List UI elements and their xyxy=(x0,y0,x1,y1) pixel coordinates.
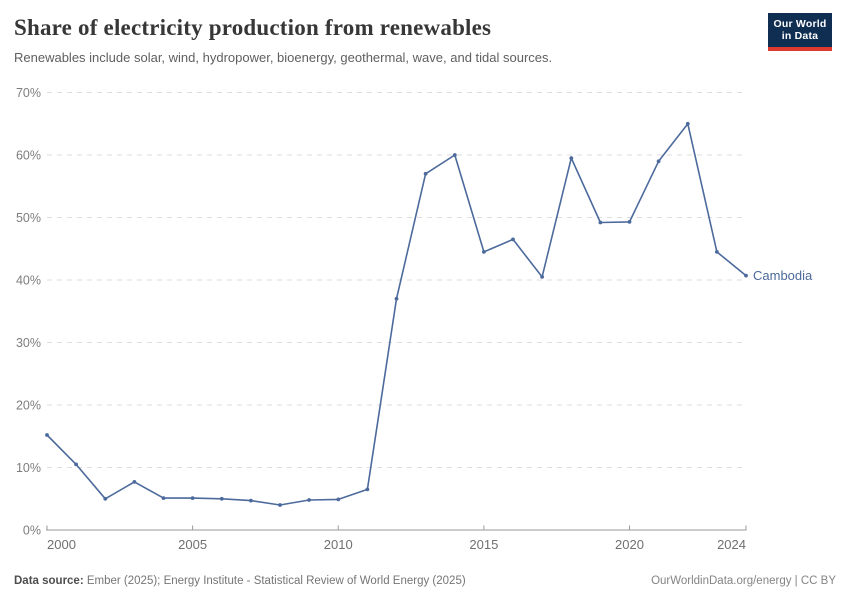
y-tick-label-0: 0% xyxy=(23,523,41,537)
data-point-2015[interactable] xyxy=(482,250,486,254)
y-gridlines xyxy=(47,92,746,468)
series-label-cambodia[interactable]: Cambodia xyxy=(753,268,813,283)
data-point-2014[interactable] xyxy=(452,153,457,157)
data-point-2023[interactable] xyxy=(715,250,719,254)
line-chart: 0% 10% 20% 30% 40% 50% 60% 70% 2000 2005 2010 2015… xyxy=(16,86,813,552)
x-tick-label-2010: 2010 xyxy=(324,537,353,552)
x-tick-label-2024: 2024 xyxy=(717,537,746,552)
data-point-2012[interactable] xyxy=(394,296,399,301)
data-point-2022[interactable] xyxy=(685,121,690,126)
data-point-2016[interactable] xyxy=(511,237,515,242)
data-source-label: Data source: xyxy=(14,575,84,587)
x-tick-label-2015: 2015 xyxy=(469,537,498,552)
data-source-text: Ember (2025); Energy Institute - Statist… xyxy=(83,575,466,587)
owid-logo-line2: in Data xyxy=(781,30,819,42)
data-series: Cambodia xyxy=(45,121,813,507)
data-point-2013[interactable] xyxy=(423,171,428,176)
data-source: Data source: Ember (2025); Energy Instit… xyxy=(14,574,466,588)
data-point-2000[interactable] xyxy=(45,433,49,437)
data-point-2024[interactable] xyxy=(744,273,748,278)
y-tick-label-30: 30% xyxy=(16,336,41,350)
chart-footer: Data source: Ember (2025); Energy Instit… xyxy=(14,574,836,588)
data-point-2002[interactable] xyxy=(103,496,108,501)
data-point-2021[interactable] xyxy=(656,159,661,164)
x-axis: 2000 2005 2010 2015 2020 2024 xyxy=(46,525,747,552)
y-tick-label-70: 70% xyxy=(16,86,41,100)
data-point-2003[interactable] xyxy=(132,480,137,484)
line-series-cambodia[interactable] xyxy=(46,123,747,506)
owid-logo-line1: Our World xyxy=(773,18,827,30)
data-point-2018[interactable] xyxy=(569,156,574,161)
y-tick-label-60: 60% xyxy=(16,148,41,162)
y-axis-labels: 0% 10% 20% 30% 40% 50% 60% 70% xyxy=(16,86,41,537)
data-point-2004[interactable] xyxy=(161,496,166,500)
data-point-2010[interactable] xyxy=(336,497,341,502)
data-point-2011[interactable] xyxy=(365,487,370,492)
x-tick-label-2000: 2000 xyxy=(47,537,76,552)
page-title: Share of electricity production from ren… xyxy=(14,15,492,40)
data-point-2005[interactable] xyxy=(190,496,195,500)
data-point-2017[interactable] xyxy=(540,275,544,279)
x-tick-label-2020: 2020 xyxy=(615,537,644,552)
data-point-2001[interactable] xyxy=(74,462,78,467)
y-tick-label-40: 40% xyxy=(16,273,41,287)
y-tick-label-20: 20% xyxy=(16,398,41,412)
footer-license-link[interactable]: OurWorldinData.org/energy | CC BY xyxy=(651,575,836,587)
data-point-2006[interactable] xyxy=(219,496,224,501)
owid-logo[interactable]: Our World in Data xyxy=(768,13,832,51)
x-tick-label-2005: 2005 xyxy=(178,537,207,552)
data-point-2007[interactable] xyxy=(249,498,253,503)
y-tick-label-10: 10% xyxy=(16,461,41,475)
data-point-2009[interactable] xyxy=(307,498,311,502)
data-point-2019[interactable] xyxy=(598,220,603,225)
y-tick-label-50: 50% xyxy=(16,211,41,225)
data-point-2008[interactable] xyxy=(278,503,282,507)
chart-subtitle: Renewables include solar, wind, hydropow… xyxy=(14,50,553,65)
data-point-2020[interactable] xyxy=(627,220,632,224)
